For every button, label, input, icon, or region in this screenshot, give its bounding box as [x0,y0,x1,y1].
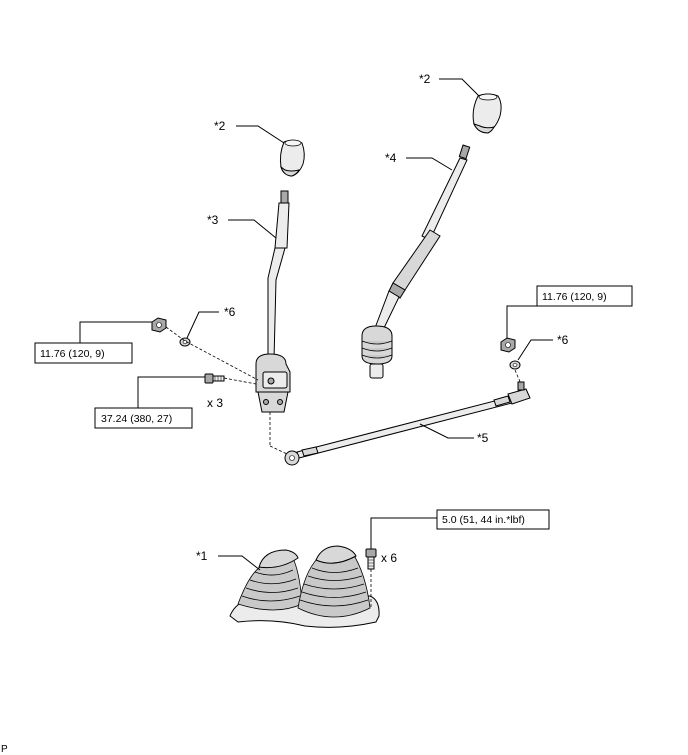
dash-rod-to-right [269,445,288,455]
shift-knob-right [472,93,502,134]
leader-spec-boot-bolt [370,517,438,549]
label-lever-right: *4 [385,151,397,165]
shift-boot [229,545,380,628]
leader-lever-left [228,219,277,239]
label-washer-left: *6 [224,305,236,319]
dash-bolt-left [223,377,257,385]
dash-nut-right [514,369,522,385]
label-lever-left: *3 [207,213,219,227]
label-knob-left: *2 [214,119,226,133]
dash-nut-left-to-housing [165,326,259,381]
label-knob-right: *2 [419,72,431,86]
spec-bolt-left: 37.24 (380, 27) [101,413,172,425]
spec-boot-bolt: 5.0 (51, 44 in.*lbf) [442,514,525,526]
spec-box-bolt-left [94,407,193,429]
leader-spec-bolt-left [137,376,205,408]
bolt-left [204,373,225,384]
leader-washer-right [517,339,553,361]
leader-knob-left [236,125,285,144]
label-rod: *5 [477,431,489,445]
shift-lever-right [361,144,471,379]
leader-knob-right [439,78,480,97]
label-washer-right: *6 [557,333,569,347]
leader-washer-left [186,311,219,339]
label-boot: *1 [196,549,208,563]
spec-box-nut-left [34,342,133,364]
spec-box-nut-right [536,285,633,307]
bolt-boot [365,548,377,570]
qty-boot-bolt: x 6 [381,551,397,565]
leader-spec-nut-left [79,321,152,343]
spec-nut-right: 11.76 (120, 9) [542,291,607,303]
nut-left [151,317,167,333]
control-rod [284,381,531,466]
leader-spec-nut-right [506,305,538,338]
spec-box-boot-bolt [436,509,550,530]
spec-nut-left: 11.76 (120, 9) [40,348,105,360]
page-marker: P [1,744,8,755]
leader-lever-right [406,157,453,171]
washer-right [509,360,521,370]
shift-knob-left [279,139,305,177]
nut-right [500,337,516,353]
washer-left [179,337,191,347]
leader-rod [419,423,474,439]
shift-lever-left [255,190,291,413]
qty-bolt-left: x 3 [207,396,223,410]
leader-boot [218,555,261,571]
